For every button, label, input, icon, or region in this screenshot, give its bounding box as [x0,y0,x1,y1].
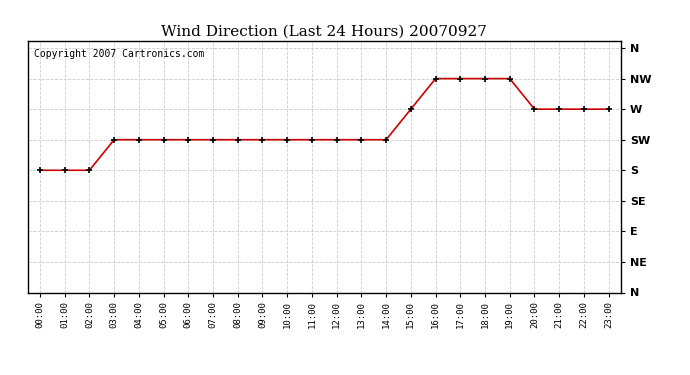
Title: Wind Direction (Last 24 Hours) 20070927: Wind Direction (Last 24 Hours) 20070927 [161,25,487,39]
Text: Copyright 2007 Cartronics.com: Copyright 2007 Cartronics.com [34,49,204,59]
